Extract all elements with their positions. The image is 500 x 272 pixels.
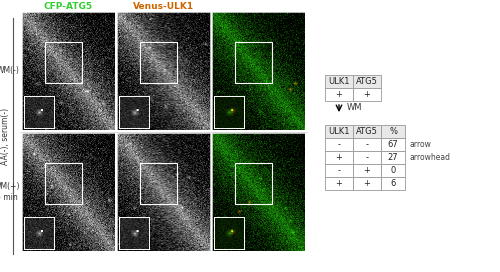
- FancyBboxPatch shape: [353, 177, 381, 190]
- FancyBboxPatch shape: [325, 151, 353, 164]
- FancyBboxPatch shape: [381, 125, 405, 138]
- FancyBboxPatch shape: [381, 164, 405, 177]
- Text: 67: 67: [388, 140, 398, 149]
- Text: -: -: [366, 153, 368, 162]
- FancyBboxPatch shape: [353, 138, 381, 151]
- Text: Venus-ULK1: Venus-ULK1: [133, 2, 194, 11]
- Text: +: +: [336, 90, 342, 99]
- FancyBboxPatch shape: [325, 125, 353, 138]
- FancyBboxPatch shape: [353, 88, 381, 101]
- Text: ATG5: ATG5: [356, 77, 378, 86]
- Text: +: +: [364, 179, 370, 188]
- FancyBboxPatch shape: [325, 88, 353, 101]
- Text: +: +: [336, 179, 342, 188]
- FancyBboxPatch shape: [353, 164, 381, 177]
- FancyBboxPatch shape: [353, 75, 381, 88]
- Text: WM(+)
5 min: WM(+) 5 min: [0, 182, 20, 202]
- Text: +: +: [336, 153, 342, 162]
- Text: 27: 27: [388, 153, 398, 162]
- FancyBboxPatch shape: [353, 151, 381, 164]
- Text: -: -: [338, 166, 340, 175]
- Text: WM(-): WM(-): [0, 66, 20, 76]
- Text: +: +: [364, 166, 370, 175]
- Text: -: -: [338, 140, 340, 149]
- Text: 0: 0: [390, 166, 396, 175]
- Text: AA(-), serum(-): AA(-), serum(-): [2, 107, 11, 165]
- Text: -: -: [366, 140, 368, 149]
- FancyBboxPatch shape: [381, 151, 405, 164]
- FancyBboxPatch shape: [325, 164, 353, 177]
- Text: ULK1: ULK1: [328, 77, 350, 86]
- Text: arrow: arrow: [409, 140, 431, 149]
- Text: %: %: [389, 127, 397, 136]
- Text: ATG5: ATG5: [356, 127, 378, 136]
- Text: arrowhead: arrowhead: [409, 153, 450, 162]
- FancyBboxPatch shape: [325, 75, 353, 88]
- FancyBboxPatch shape: [381, 138, 405, 151]
- Text: WM: WM: [347, 104, 362, 113]
- FancyBboxPatch shape: [353, 125, 381, 138]
- Text: 6: 6: [390, 179, 396, 188]
- FancyBboxPatch shape: [381, 177, 405, 190]
- FancyBboxPatch shape: [325, 138, 353, 151]
- Text: ULK1: ULK1: [328, 127, 350, 136]
- Text: +: +: [364, 90, 370, 99]
- FancyBboxPatch shape: [325, 177, 353, 190]
- Text: CFP-ATG5: CFP-ATG5: [44, 2, 93, 11]
